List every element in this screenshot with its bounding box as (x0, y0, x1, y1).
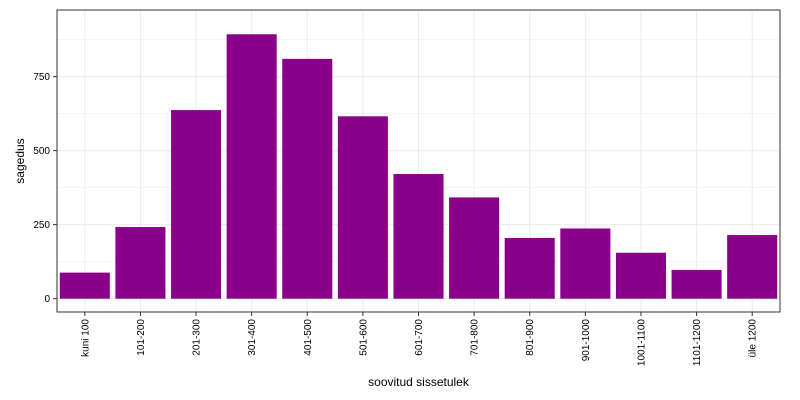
x-tick-label: 1001-1100 (636, 319, 647, 367)
x-tick-label: 901-1000 (581, 319, 592, 362)
x-tick-label: 201-300 (192, 319, 203, 356)
bar (115, 227, 166, 299)
x-tick-label: 701-800 (470, 319, 481, 356)
bar (59, 272, 110, 299)
x-tick-label: 301-400 (247, 319, 258, 356)
y-tick-label: 0 (44, 294, 50, 305)
x-tick-label: 801-900 (525, 319, 536, 356)
bar (449, 197, 500, 299)
bar (226, 34, 277, 299)
bar (560, 228, 611, 299)
y-tick-label: 750 (33, 72, 50, 83)
x-tick-label: 1101-1200 (692, 319, 703, 367)
bar (615, 252, 666, 299)
x-tick-label: 401-500 (303, 319, 314, 356)
bar (727, 235, 778, 299)
y-tick-label: 500 (33, 146, 50, 157)
x-tick-label: 101-200 (136, 319, 147, 356)
bar (282, 58, 333, 299)
x-tick-label: kuni 100 (80, 319, 91, 357)
bar (393, 174, 444, 299)
y-tick-label: 250 (33, 220, 50, 231)
bar (171, 110, 222, 299)
x-axis-title: soovitud sissetulek (368, 375, 470, 389)
bar (671, 269, 722, 299)
bars-layer (59, 34, 778, 299)
y-axis-title: sagedus (13, 138, 27, 183)
x-tick-label: üle 1200 (748, 319, 759, 358)
x-tick-label: 601-700 (414, 319, 425, 356)
x-axis: kuni 100 101-200 201-300 301-400 401-500 501-… (80, 312, 759, 367)
x-tick-label: 501-600 (358, 319, 369, 356)
bar (337, 116, 388, 299)
y-axis: 0 250 500 750 (33, 72, 57, 305)
bar (504, 237, 555, 299)
